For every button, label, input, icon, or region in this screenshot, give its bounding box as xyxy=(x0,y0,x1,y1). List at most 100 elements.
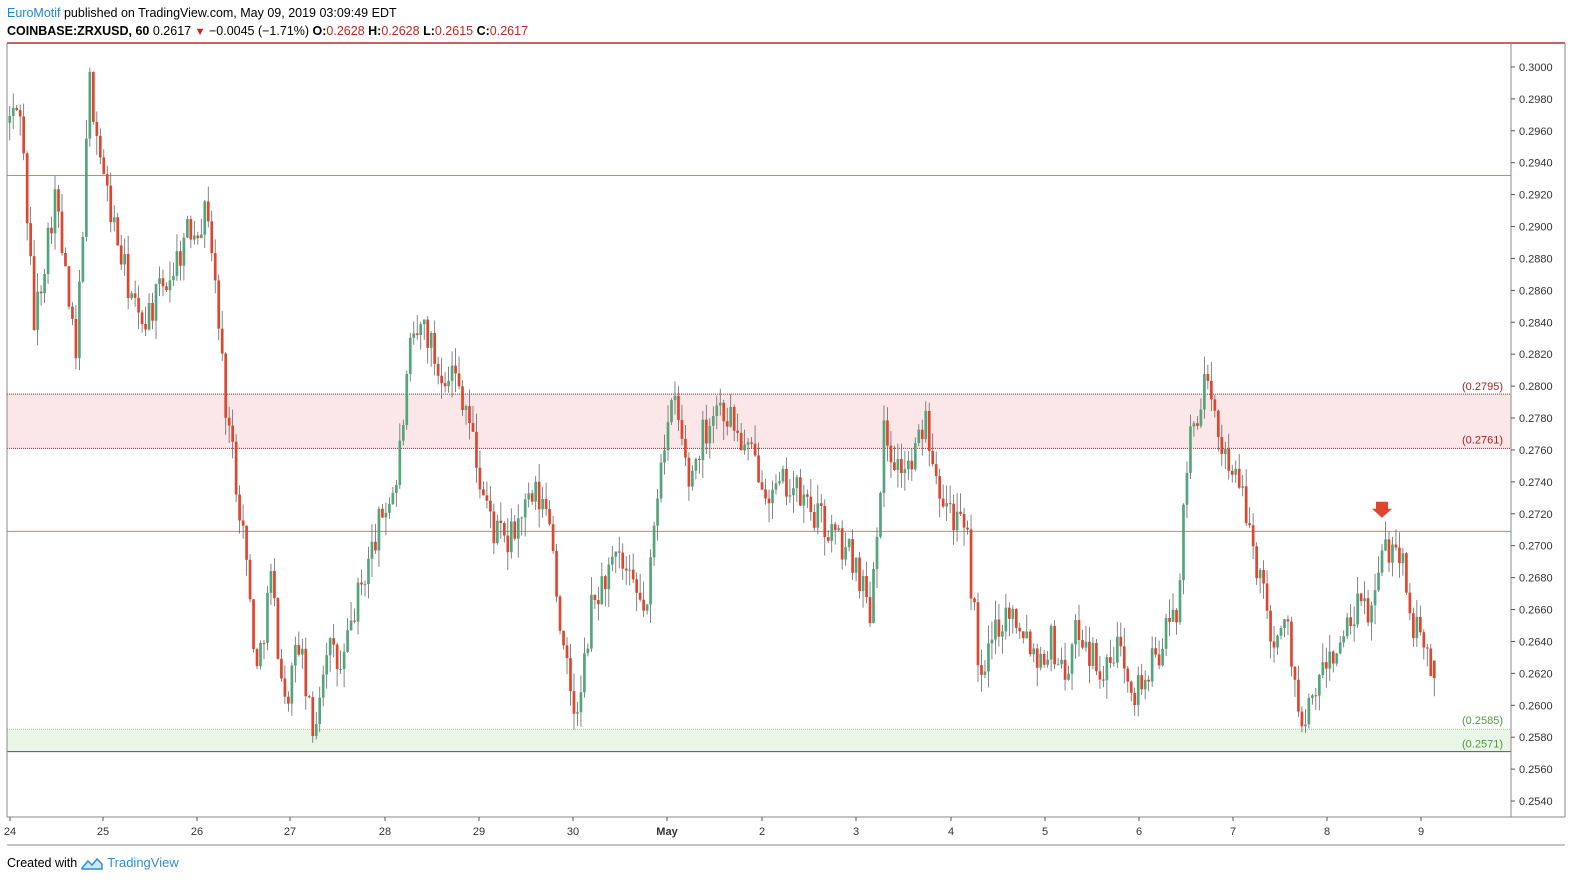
candle-body xyxy=(837,528,841,531)
candle-body xyxy=(182,237,186,266)
candle-body xyxy=(1328,651,1332,669)
candle-body xyxy=(516,518,520,539)
price-tick-label: 0.2660 xyxy=(1519,605,1553,617)
candle-body xyxy=(603,576,607,590)
candle-body xyxy=(1317,674,1321,696)
price-tick-label: 0.2700 xyxy=(1519,541,1553,553)
candle-body xyxy=(429,332,433,348)
candle-body xyxy=(1262,569,1265,584)
candle-body xyxy=(231,425,234,442)
candle-body xyxy=(71,306,74,319)
candle-body xyxy=(541,498,544,510)
support-top-label: (0.2585) xyxy=(1462,715,1503,727)
candle-body xyxy=(457,373,461,387)
candle-body xyxy=(88,71,92,139)
candle-body xyxy=(283,678,287,697)
high-value: 0.2628 xyxy=(381,24,420,38)
candle-body xyxy=(844,547,847,560)
candle-body xyxy=(607,564,611,590)
candle-body xyxy=(955,511,959,531)
candle-body xyxy=(144,324,147,330)
candle-body xyxy=(572,691,576,714)
open-value: 0.2628 xyxy=(326,24,365,38)
candle-body xyxy=(886,420,889,446)
candle-body xyxy=(792,488,795,496)
candle-body xyxy=(913,443,917,470)
candle-body xyxy=(729,406,733,427)
candle-body xyxy=(938,476,942,499)
candle-body xyxy=(318,697,322,724)
candle-body xyxy=(1028,631,1032,655)
candle-body xyxy=(262,642,266,644)
candle-body xyxy=(931,451,935,465)
candle-body xyxy=(206,201,210,222)
candle-body xyxy=(952,503,955,531)
candle-body xyxy=(342,651,346,669)
candle-body xyxy=(1272,641,1276,648)
candle-body xyxy=(374,541,377,551)
candle-body xyxy=(840,528,844,560)
candle-body xyxy=(593,594,597,601)
candle-body xyxy=(1136,675,1140,706)
price-axis[interactable]: 0.3000 0.2980 0.2960 0.2940 0.2920 0.2900 0.28… xyxy=(1511,62,1553,808)
last-price: 0.2617 xyxy=(152,24,192,38)
candle-body xyxy=(718,402,722,406)
candle-body xyxy=(1161,648,1164,666)
candle-body xyxy=(875,536,879,569)
candle-body xyxy=(294,645,297,666)
time-tick-label: 4 xyxy=(948,826,954,838)
candle-body xyxy=(213,253,217,281)
candle-body xyxy=(778,481,781,484)
candle-body xyxy=(1234,468,1238,475)
candle-body xyxy=(408,337,412,375)
candle-body xyxy=(1248,523,1252,526)
author-link[interactable]: EuroMotif xyxy=(7,6,61,20)
candle-body xyxy=(1293,666,1297,680)
candle-body xyxy=(621,552,625,569)
candle-body xyxy=(1227,448,1231,471)
candle-body xyxy=(81,236,85,282)
candle-body xyxy=(335,644,339,670)
candle-body xyxy=(1412,613,1415,639)
candle-body xyxy=(809,496,813,513)
candle-body xyxy=(997,619,1001,637)
candle-body xyxy=(1056,664,1060,666)
tradingview-logo-icon xyxy=(81,857,103,870)
candle-body xyxy=(802,494,806,506)
time-axis[interactable]: 24 25 26 27 28 29 30 May 2 3 4 5 6 7 8 9 xyxy=(4,817,1424,838)
close-value: 0.2617 xyxy=(489,24,529,38)
candle-body xyxy=(882,420,886,493)
candle-body xyxy=(346,630,349,652)
price-tick-label: 0.2560 xyxy=(1519,764,1553,776)
candle-body xyxy=(1290,621,1293,667)
candle-body xyxy=(112,217,116,223)
candle-body xyxy=(1384,539,1387,551)
price-tick-label: 0.2940 xyxy=(1519,158,1553,170)
candle-body xyxy=(1223,448,1227,455)
candle-body xyxy=(1004,607,1008,632)
candle-body xyxy=(130,293,133,299)
candle-body xyxy=(1095,643,1098,672)
price-tick-label: 0.2740 xyxy=(1519,477,1553,489)
candle-body xyxy=(311,697,315,737)
price-tick-label: 0.2720 xyxy=(1519,509,1553,521)
price-tick-label: 0.2580 xyxy=(1519,732,1553,744)
candle-body xyxy=(1241,486,1245,488)
time-tick-label: 8 xyxy=(1324,826,1330,838)
candle-body xyxy=(196,235,200,239)
candle-body xyxy=(917,429,921,444)
candle-body xyxy=(1356,593,1359,625)
candle-body xyxy=(900,459,903,474)
candle-body xyxy=(186,219,189,238)
candle-body xyxy=(1203,374,1206,410)
price-tick-label: 0.2920 xyxy=(1519,190,1553,202)
candle-body xyxy=(624,568,628,571)
candle-body xyxy=(691,470,694,487)
candle-body xyxy=(649,557,652,605)
candle-body xyxy=(1425,647,1429,649)
candle-body xyxy=(903,469,907,474)
tradingview-brand[interactable]: TradingView xyxy=(107,855,179,870)
candle-body xyxy=(32,256,36,330)
candle-body xyxy=(64,252,67,267)
